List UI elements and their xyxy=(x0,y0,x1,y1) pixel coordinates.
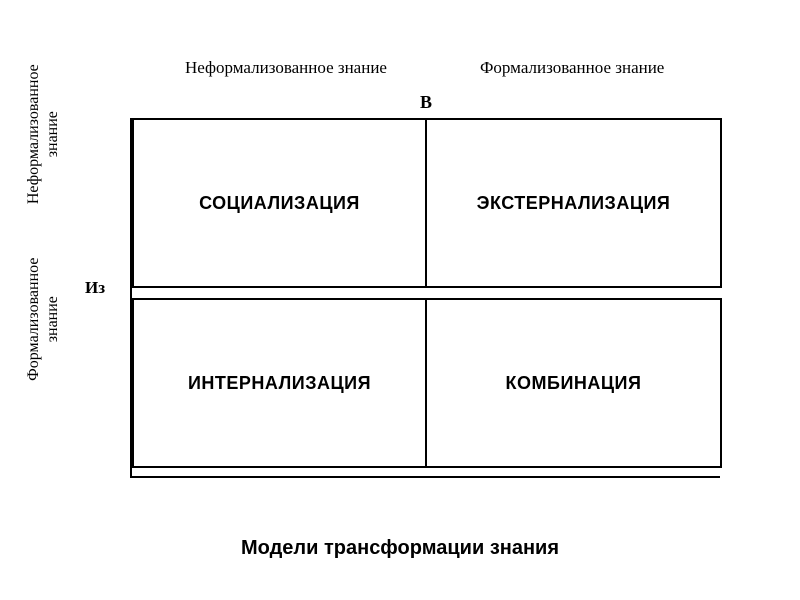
row-header-bottom: Формализованное знание xyxy=(24,219,62,419)
diagram-caption: Модели трансформации знания xyxy=(0,537,800,560)
row-header-top: Неформализованное знание xyxy=(24,34,62,234)
cell-top-right: ЭКСТЕРНАЛИЗАЦИЯ xyxy=(427,118,722,288)
matrix-grid: СОЦИАЛИЗАЦИЯ ЭКСТЕРНАЛИЗАЦИЯ ИНТЕРНАЛИЗА… xyxy=(130,118,720,478)
row-header-top-line1: Неформализованное xyxy=(25,64,42,204)
column-header-right: Формализованное знание xyxy=(480,58,664,78)
column-header-left: Неформализованное знание xyxy=(185,58,387,78)
axis-label-to: В xyxy=(420,92,432,113)
row-header-top-line2: знание xyxy=(44,111,61,157)
diagram-container: Неформализованное знание Формализованное… xyxy=(0,0,800,600)
row-header-bottom-line1: Формализованное xyxy=(25,258,42,381)
cell-bottom-right: КОМБИНАЦИЯ xyxy=(427,298,722,468)
axis-label-from: Из xyxy=(85,278,105,298)
cell-top-left: СОЦИАЛИЗАЦИЯ xyxy=(132,118,427,288)
cell-bottom-left: ИНТЕРНАЛИЗАЦИЯ xyxy=(132,298,427,468)
row-header-bottom-line2: знание xyxy=(44,296,61,342)
